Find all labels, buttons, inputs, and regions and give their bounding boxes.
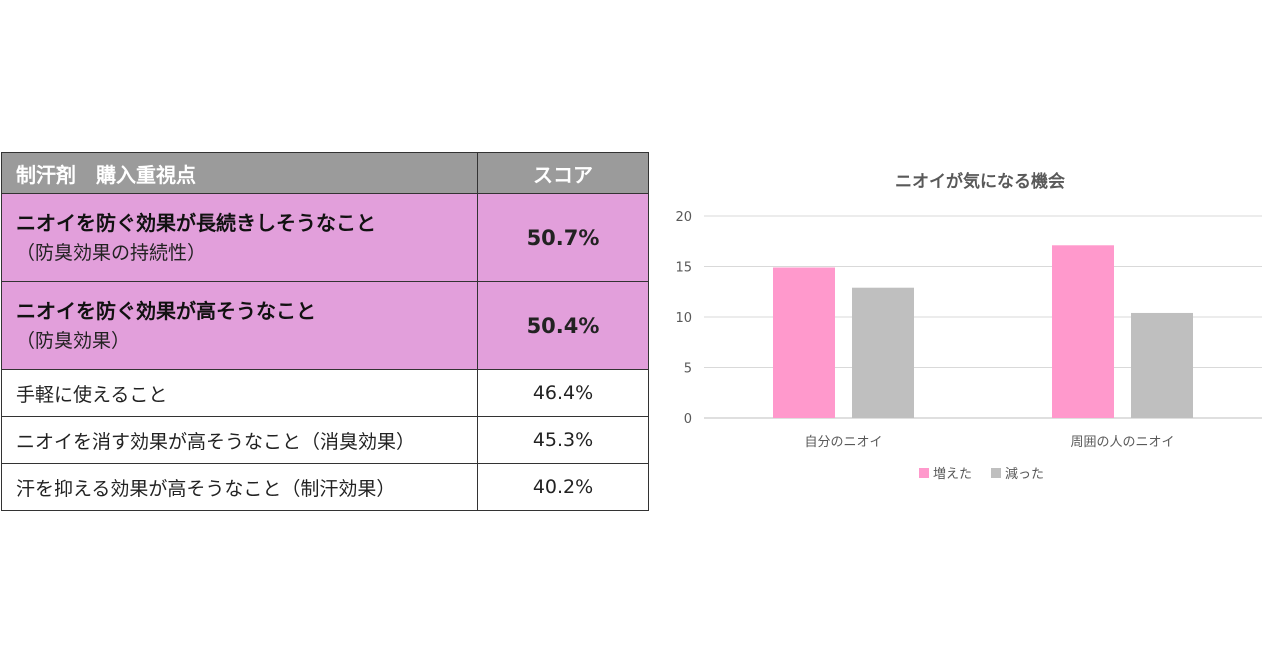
bar-increased <box>773 267 835 418</box>
row-main-text: 汗を抑える効果が高そうなこと（制汗効果） <box>1 463 478 511</box>
bar-decreased <box>1131 312 1193 418</box>
row-sub-text: （防臭効果） <box>16 329 131 352</box>
table-row: ニオイを防ぐ効果が高そうなこと （防臭効果） 50.4% <box>1 281 649 370</box>
legend-swatch <box>991 468 1001 478</box>
row-label-cell: ニオイを防ぐ効果が高そうなこと （防臭効果） <box>1 281 478 370</box>
x-category-label: 周囲の人のニオイ <box>1070 435 1174 450</box>
legend-label: 増えた <box>933 467 972 482</box>
legend: 増えた 減った <box>919 466 1044 482</box>
row-score: 45.3% <box>477 416 649 464</box>
row-score: 50.4% <box>477 281 649 370</box>
y-tick-label: 0 <box>684 412 692 427</box>
table-row: ニオイを消す効果が高そうなこと（消臭効果） 45.3% <box>1 416 649 464</box>
y-tick-label: 15 <box>675 261 692 276</box>
table-row: ニオイを防ぐ効果が長続きしそうなこと （防臭効果の持続性） 50.7% <box>1 193 649 282</box>
purchase-factor-table: 制汗剤 購入重視点 スコア ニオイを防ぐ効果が長続きしそうなこと （防臭効果の持… <box>1 152 649 511</box>
row-score: 40.2% <box>477 463 649 511</box>
table-header-label: 制汗剤 購入重視点 <box>1 152 478 194</box>
odor-bar-chart: ニオイが気になる機会 0 5 10 15 20 自分のニオイ 周囲の人のニオイ 増えた 減った <box>675 171 1262 482</box>
row-score: 46.4% <box>477 369 649 417</box>
row-main-text: 手軽に使えること <box>1 369 478 417</box>
row-sub-text: （防臭効果の持続性） <box>16 241 207 264</box>
table-row: 手軽に使えること 46.4% <box>1 369 649 417</box>
row-main-text: ニオイを防ぐ効果が高そうなこと <box>16 298 316 323</box>
row-main-text: ニオイを消す効果が高そうなこと（消臭効果） <box>1 416 478 464</box>
chart-title: ニオイが気になる機会 <box>895 171 1065 192</box>
bars <box>773 245 1193 418</box>
legend-swatch <box>919 468 929 478</box>
row-main-text: ニオイを防ぐ効果が長続きしそうなこと <box>16 210 376 235</box>
y-tick-label: 20 <box>675 210 692 225</box>
bar-decreased <box>852 287 914 418</box>
bar-increased <box>1052 245 1114 418</box>
table-header-score: スコア <box>477 152 649 194</box>
legend-label: 減った <box>1005 466 1044 482</box>
row-score: 50.7% <box>477 193 649 282</box>
axis-labels: 0 5 10 15 20 自分のニオイ 周囲の人のニオイ <box>675 210 1174 450</box>
x-category-label: 自分のニオイ <box>804 435 882 450</box>
odor-chart: ニオイが気になる機会 0 5 10 15 20 自分のニオイ 周囲の人のニオイ 増えた 減った <box>662 150 1274 520</box>
table-header-row: 制汗剤 購入重視点 スコア <box>1 152 649 194</box>
table-row: 汗を抑える効果が高そうなこと（制汗効果） 40.2% <box>1 463 649 511</box>
row-label-cell: ニオイを防ぐ効果が長続きしそうなこと （防臭効果の持続性） <box>1 193 478 282</box>
y-tick-label: 5 <box>684 362 692 377</box>
y-tick-label: 10 <box>675 311 692 326</box>
